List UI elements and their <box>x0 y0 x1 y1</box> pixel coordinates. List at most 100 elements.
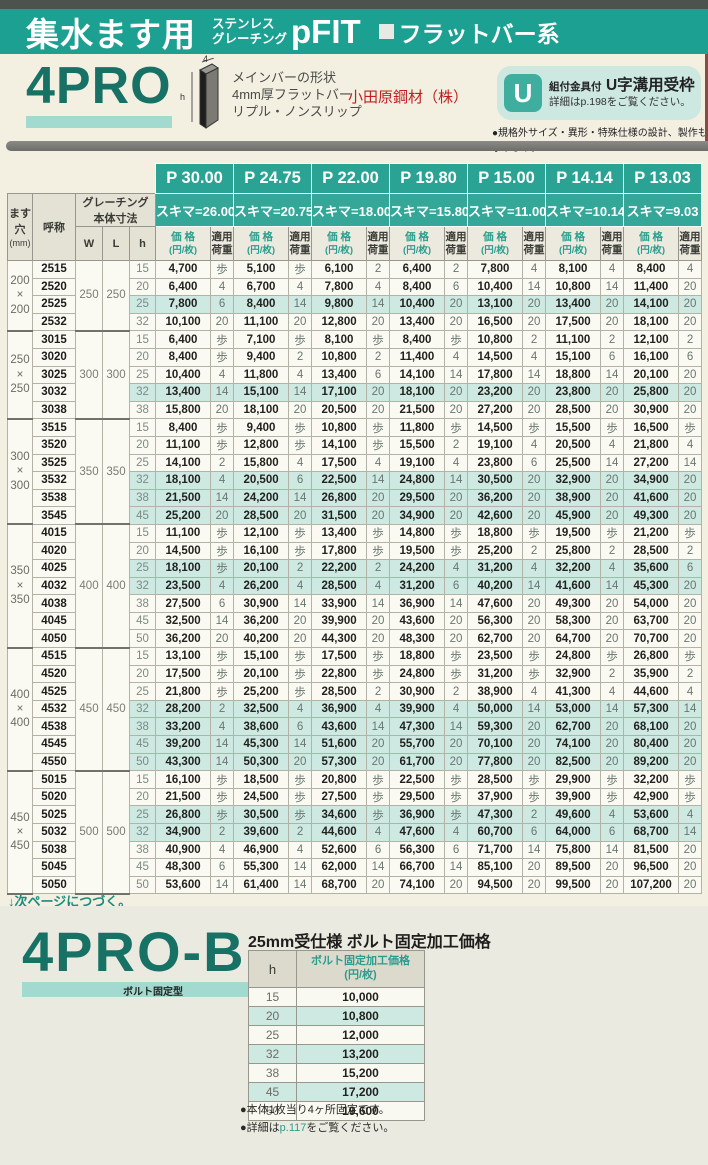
load-cell: 歩 <box>444 647 469 666</box>
price-cell: 34,900 <box>155 823 212 842</box>
price-cell: 11,800 <box>233 365 290 385</box>
height-cell: 45 <box>128 611 157 631</box>
square-bullet-icon <box>378 24 394 39</box>
load-cell: 20 <box>210 506 235 525</box>
model-logo: 4PRO <box>26 57 172 115</box>
load-cell: 4 <box>600 805 625 824</box>
bolt-price-cell: 13,200 <box>296 1044 425 1064</box>
load-cell: 20 <box>522 471 547 490</box>
load-cell: 2 <box>288 347 313 367</box>
load-cell: 歩 <box>444 541 469 561</box>
price-cell: 68,700 <box>623 823 680 842</box>
price-cell: 20,100 <box>623 365 680 385</box>
price-cell: 85,100 <box>467 858 524 877</box>
product-code-cell: 4025 <box>32 559 76 578</box>
price-cell: 33,900 <box>311 594 368 613</box>
price-cell: 62,700 <box>467 629 524 649</box>
table-row: 4038 38 27,500 6 30,900 14 33,900 14 36,900 14 47,… <box>8 594 703 613</box>
load-cell: 2 <box>444 435 469 455</box>
load-cell: 歩 <box>522 523 547 543</box>
product-code-cell: 4520 <box>32 664 76 684</box>
product-code-cell: 4550 <box>32 752 76 772</box>
price-cell: 14,100 <box>311 435 368 455</box>
price-cell: 12,100 <box>623 330 680 349</box>
main-price-table: P 30.00 P 24.75 P 22.00 P 19.80 P 15.00 P 14.… <box>7 163 703 895</box>
product-code-cell: 3545 <box>32 506 76 525</box>
price-cell: 29,900 <box>545 770 602 789</box>
price-cell: 13,400 <box>311 523 368 543</box>
price-cell: 54,000 <box>623 594 680 613</box>
load-cell: 20 <box>678 365 703 385</box>
bolt-table-title: 25mm受仕様 ボルト固定加工価格 <box>248 934 491 951</box>
price-cell: 89,500 <box>545 858 602 877</box>
price-cell: 45,300 <box>233 735 290 754</box>
load-cell: 20 <box>366 735 391 754</box>
hole-size-cell: 400 × 400 <box>7 647 33 772</box>
height-cell: 20 <box>128 541 157 561</box>
price-cell: 44,600 <box>311 823 368 842</box>
table-row: 3520 20 11,100 歩 12,800 歩 14,100 歩 15,500 2 19,100… <box>8 435 703 455</box>
product-code-cell: 4038 <box>32 594 76 613</box>
load-cell: 20 <box>600 594 625 613</box>
table-row: 4045 45 32,500 14 36,200 20 39,900 20 43,600 20 56… <box>8 611 703 631</box>
load-cell: 14 <box>678 453 703 473</box>
load-cell: 14 <box>210 383 235 402</box>
load-cell: 2 <box>678 664 703 684</box>
load-cell: 20 <box>522 735 547 754</box>
price-cell: 38,900 <box>545 488 602 508</box>
price-cell: 7,800 <box>467 260 524 279</box>
load-cell: 20 <box>366 506 391 525</box>
price-cell: 13,100 <box>155 647 212 666</box>
price-cell: 38,900 <box>467 682 524 701</box>
load-cell: 4 <box>366 576 391 596</box>
bolt-header-row: h ボルト固定加工価格 (円/枚) <box>248 950 425 988</box>
price-cell: 17,500 <box>311 453 368 473</box>
price-col-header: 価 格 (円/枚) <box>155 226 212 261</box>
price-cell: 34,600 <box>311 805 368 824</box>
load-cell: 20 <box>678 752 703 772</box>
price-cell: 40,200 <box>233 629 290 649</box>
banner-subtitle-line2: グレーチング <box>212 31 288 46</box>
h-col-header: h <box>128 226 157 261</box>
load-cell: 20 <box>522 858 547 877</box>
load-cell: 20 <box>288 400 313 420</box>
bolt-price-cell: 15,200 <box>296 1063 425 1083</box>
width-cell: 350 <box>75 418 103 526</box>
load-cell: 6 <box>366 365 391 385</box>
price-cell: 14,500 <box>155 541 212 561</box>
price-cell: 6,100 <box>311 260 368 279</box>
price-cell: 47,600 <box>467 594 524 613</box>
price-cell: 74,100 <box>545 735 602 754</box>
price-cell: 8,100 <box>545 260 602 279</box>
bolt-section: 4PRO-B ボルト固定型 25mm受仕様 ボルト固定加工価格 h ボルト固定加工… <box>0 906 708 1165</box>
load-col-header: 適用 荷重 <box>210 226 235 261</box>
height-cell: 50 <box>128 629 157 649</box>
price-cell: 82,500 <box>545 752 602 772</box>
price-cell: 77,800 <box>467 752 524 772</box>
load-cell: 14 <box>444 717 469 737</box>
price-cell: 41,300 <box>545 682 602 701</box>
price-cell: 18,100 <box>233 400 290 420</box>
price-cell: 14,500 <box>467 347 524 367</box>
load-cell: 20 <box>678 735 703 754</box>
load-cell: 20 <box>366 312 391 332</box>
price-cell: 39,600 <box>233 823 290 842</box>
load-cell: 歩 <box>444 418 469 437</box>
price-cell: 11,100 <box>155 523 212 543</box>
load-cell: 20 <box>522 383 547 402</box>
pitch-header: P 19.80 <box>389 163 469 194</box>
price-cell: 22,200 <box>311 559 368 578</box>
price-cell: 17,500 <box>545 312 602 332</box>
bolt-table-row: 45 17,200 <box>248 1082 425 1102</box>
price-cell: 27,200 <box>623 453 680 473</box>
price-cell: 25,200 <box>233 682 290 701</box>
product-code-cell: 3015 <box>32 330 76 349</box>
price-cell: 21,500 <box>155 488 212 508</box>
load-cell: 歩 <box>210 787 235 807</box>
price-cell: 31,500 <box>311 506 368 525</box>
hole-size-cell: 350 × 350 <box>7 523 33 649</box>
load-cell: 14 <box>678 823 703 842</box>
load-cell: 6 <box>288 717 313 737</box>
load-cell: 歩 <box>678 647 703 666</box>
price-cell: 10,400 <box>389 295 446 314</box>
